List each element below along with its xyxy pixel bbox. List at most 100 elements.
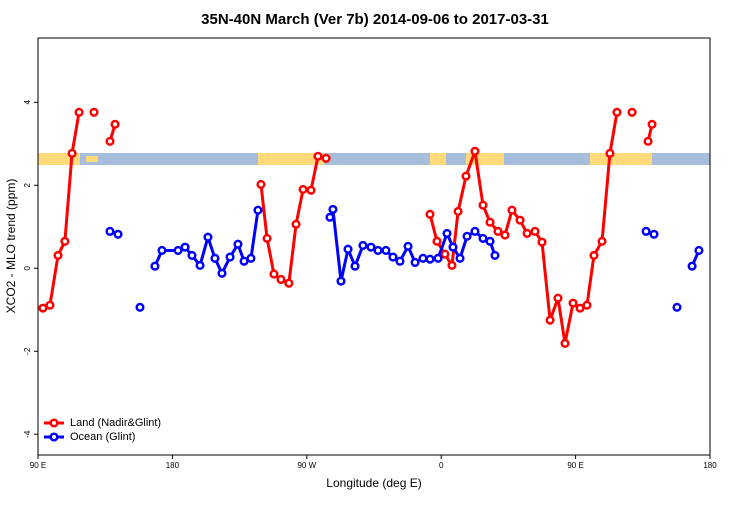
data-point [461,171,471,181]
data-point [246,253,256,263]
data-point [410,257,420,268]
data-point [276,274,286,285]
x-axis-label: Longitude (deg E) [326,476,421,490]
data-point [53,250,63,260]
data-point [485,217,495,227]
data-point [515,215,525,225]
data-point [210,253,220,263]
data-point [425,254,435,264]
data-point [530,226,540,236]
data-point [500,230,510,240]
data-point [366,242,376,252]
data-point [395,256,405,266]
land-strip [86,156,98,162]
legend-marker [49,418,59,428]
data-point [575,303,585,313]
data-point [262,233,272,243]
data-point [350,261,360,271]
data-point [180,242,190,252]
y-tick-label: -4 [23,430,32,438]
legend-item: Ocean (Glint) [44,431,135,443]
x-tick-label: 180 [166,461,180,470]
data-point [38,303,48,313]
data-point [647,119,657,129]
data-point [187,250,197,260]
data-point [225,252,235,262]
data-point [284,278,294,288]
data-point [470,146,480,156]
data-point [336,276,346,286]
data-point [239,256,249,266]
data-point [403,241,413,251]
data-point [605,148,615,158]
data-point [298,184,308,194]
data-point [687,261,697,271]
data-point [418,253,428,263]
x-tick-label: 180 [703,461,717,470]
y-tick-label: 0 [23,266,32,271]
data-point [448,242,458,252]
data-point [74,107,84,117]
data-point [672,302,682,312]
data-point [597,236,607,246]
y-tick-label: -2 [23,347,32,355]
data-point [110,119,120,129]
data-point [560,338,570,348]
x-tick-label: 90 E [30,461,46,470]
plot-frame [37,37,711,456]
y-tick-label: 2 [23,183,32,188]
data-point [388,252,398,262]
x-tick-label: 0 [439,461,444,470]
data-point [694,245,704,255]
data-point [203,232,213,242]
data-point [233,239,243,249]
data-point [135,302,145,312]
data-point [358,240,368,251]
data-point [67,148,77,158]
data-point [582,300,592,310]
data-point [568,298,578,308]
data-point [256,179,266,190]
data-point [217,268,227,278]
data-point [478,233,488,243]
data-point [490,250,500,260]
x-tick-label: 90 E [567,461,583,470]
data-point [195,260,205,270]
data-point [545,315,555,325]
data-point [113,229,123,239]
data-point [105,226,115,236]
data-point [589,250,599,260]
legend-label: Ocean (Glint) [70,431,135,443]
data-point [522,228,532,238]
data-point [105,136,115,146]
data-point [343,244,353,254]
data-point [325,212,335,222]
land-strip [258,153,324,165]
data-point [157,245,167,255]
data-point [440,249,450,259]
data-point [269,269,279,279]
data-point [328,204,338,214]
data-point [253,205,263,215]
data-point [306,185,316,195]
legend-item: Land (Nadir&Glint) [44,417,161,429]
data-point [507,205,517,215]
data-point [462,231,472,241]
data-point [291,219,301,229]
series-line [42,112,654,344]
data-point [433,253,443,263]
data-point [641,226,651,236]
data-point [485,236,495,246]
data-point [381,245,391,255]
y-axis-label: XCO2 - MLO trend (ppm) [4,179,18,314]
chart-title: 35N-40N March (Ver 7b) 2014-09-06 to 201… [201,11,549,28]
data-point [321,153,331,163]
data-point [45,300,55,310]
data-point [478,200,488,210]
data-point [313,151,323,161]
data-point [173,245,183,255]
data-point [453,206,463,216]
data-point [649,229,659,239]
y-tick-label: 4 [23,100,32,105]
